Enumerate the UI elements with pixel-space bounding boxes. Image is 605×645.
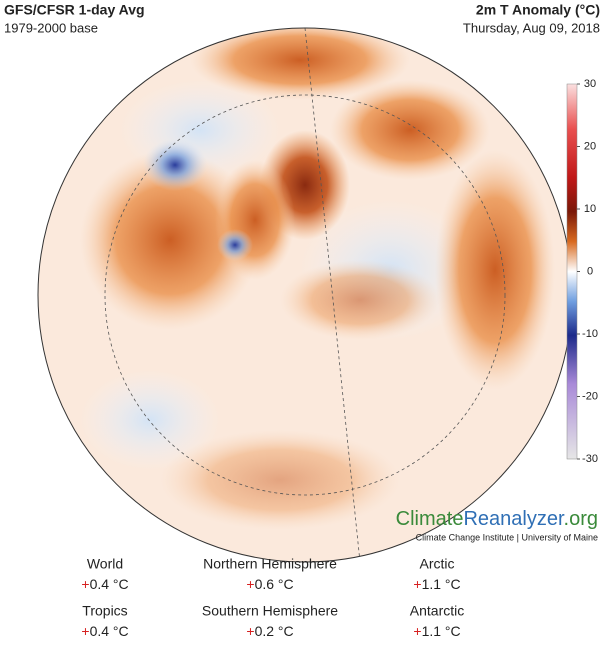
stat-value: +0.6 °C: [246, 576, 293, 592]
logo: ClimateReanalyzer.org: [396, 508, 598, 530]
subtitle: 1979-2000 base: [4, 20, 98, 35]
colorbar-tick-label: 30: [584, 78, 596, 90]
colorbar-tick-label: 10: [584, 203, 596, 215]
stat-number: 0.4 °C: [90, 576, 129, 592]
stat-value: +1.1 °C: [413, 623, 460, 639]
stat-sign: +: [413, 623, 421, 639]
stat-region: Arctic: [420, 556, 455, 572]
colorbar-tick-label: -30: [582, 453, 598, 465]
colorbar-tick-label: 20: [584, 140, 596, 152]
stat-number: 0.2 °C: [255, 623, 294, 639]
stat-sign: +: [413, 576, 421, 592]
stat-sign: +: [81, 623, 89, 639]
stat-sign: +: [246, 623, 254, 639]
globe-map: [38, 28, 572, 562]
stat-number: 0.6 °C: [255, 576, 294, 592]
colorbar-tick-label: 0: [587, 265, 593, 277]
stat-region: World: [87, 556, 123, 572]
colorbar-tick-label: -10: [582, 328, 598, 340]
stat-region: Northern Hemisphere: [203, 556, 337, 572]
stat-number: 1.1 °C: [422, 576, 461, 592]
logo-part: Climate: [396, 508, 464, 530]
stat-region: Southern Hemisphere: [202, 603, 338, 619]
stat-region: Tropics: [82, 603, 127, 619]
title: GFS/CFSR 1-day Avg: [4, 2, 145, 18]
variable: 2m T Anomaly (°C): [476, 2, 600, 18]
stat-sign: +: [81, 576, 89, 592]
colorbar-tick-label: -20: [582, 390, 598, 402]
colorbar: [566, 83, 578, 460]
logo-part: .org: [564, 508, 598, 530]
logo-credit: Climate Change Institute | University of…: [416, 532, 598, 542]
logo-part: Reanalyzer: [463, 508, 565, 530]
stat-value: +0.2 °C: [246, 623, 293, 639]
stat-sign: +: [246, 576, 254, 592]
stat-value: +0.4 °C: [81, 623, 128, 639]
stat-value: +0.4 °C: [81, 576, 128, 592]
stat-region: Antarctic: [410, 603, 464, 619]
stat-value: +1.1 °C: [413, 576, 460, 592]
stat-number: 1.1 °C: [422, 623, 461, 639]
date: Thursday, Aug 09, 2018: [463, 20, 600, 35]
stat-number: 0.4 °C: [90, 623, 129, 639]
